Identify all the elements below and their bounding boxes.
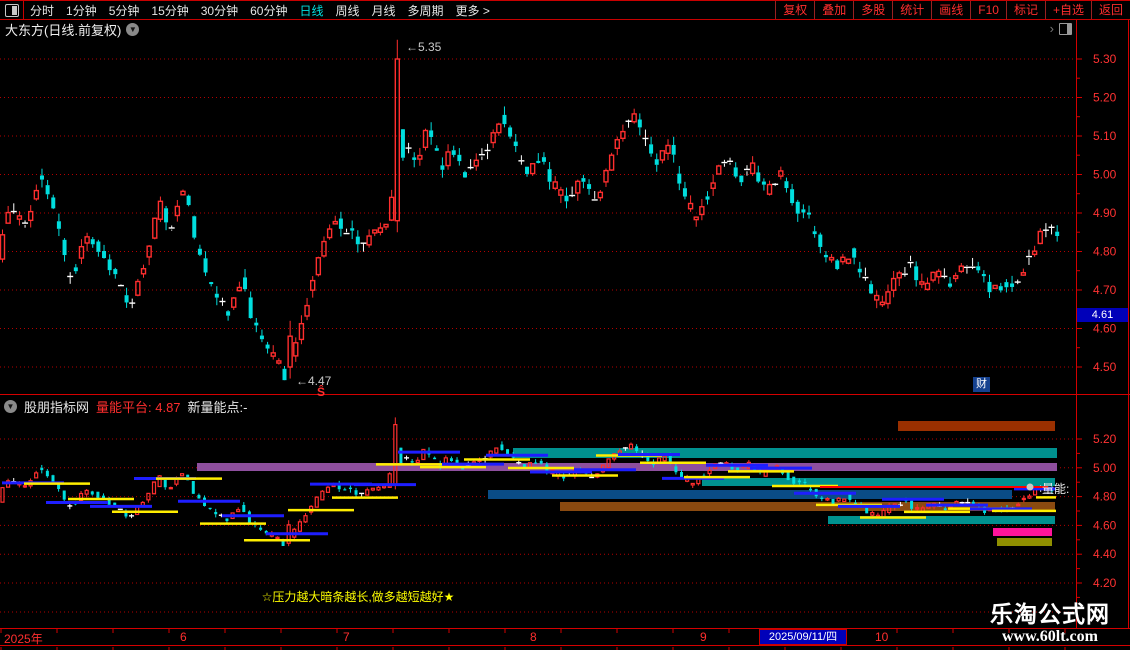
indicator-value-label: 量能平台: 4.87 xyxy=(96,399,181,415)
time-axis[interactable]: 2025年 6 7 8 9 10 2025/09/11/四 xyxy=(0,629,1130,646)
current-price-tag: 4.61 xyxy=(1077,308,1128,322)
window-split-icon xyxy=(4,3,19,17)
month-label: 6 xyxy=(180,630,187,644)
period-tab[interactable]: 15分钟 xyxy=(151,3,189,18)
month-label: 7 xyxy=(343,630,350,644)
svg-text:4.80: 4.80 xyxy=(1093,490,1117,504)
resistance-line xyxy=(820,483,1048,491)
svg-text:4.70: 4.70 xyxy=(1093,283,1117,297)
period-tab[interactable]: 1分钟 xyxy=(66,3,97,18)
indicator-note: ☆压力越大暗条越长,做多越短越好★ xyxy=(261,590,455,604)
chevron-right-icon[interactable]: › xyxy=(1049,21,1054,36)
action-button[interactable]: 复权 xyxy=(783,3,808,17)
step-lines xyxy=(2,450,1056,542)
period-tab[interactable]: 30分钟 xyxy=(200,3,239,18)
period-tab[interactable]: 分时 xyxy=(30,3,55,18)
svg-text:5.10: 5.10 xyxy=(1093,129,1117,143)
svg-text:4.60: 4.60 xyxy=(1093,322,1117,336)
stock-title: 大东方(日线.前复权) xyxy=(5,23,122,38)
top-toolbar: 分时 1分钟 5分钟 15分钟 30分钟 60分钟 日线 周线 月线 多周期 更多 > 复权 叠加 多股… xyxy=(0,0,1130,20)
period-tab[interactable]: 多周期 xyxy=(407,3,444,18)
period-tab[interactable]: 日线 xyxy=(299,3,324,18)
year-label: 2025年 xyxy=(4,632,43,646)
period-tab[interactable]: 周线 xyxy=(335,3,360,18)
svg-text:5.00: 5.00 xyxy=(1093,168,1117,182)
action-button[interactable]: 多股 xyxy=(853,1,892,19)
layout-toggle-button[interactable] xyxy=(0,1,24,19)
indicator-value2-label: 新量能点:- xyxy=(187,399,248,415)
selected-date-badge: 2025/09/11/四 xyxy=(759,629,847,645)
gridlines xyxy=(0,58,1082,613)
month-label: 10 xyxy=(875,630,889,644)
financial-report-badge[interactable]: 财 xyxy=(973,377,990,392)
price-annotations: ←5.35 ←4.47Ŝ xyxy=(296,40,442,399)
platform-bars xyxy=(197,421,1057,546)
period-tab[interactable]: 更多 > xyxy=(455,3,490,18)
watermark-site-name: 乐淘公式网 xyxy=(990,601,1110,627)
watermark-url: www.60lt.com xyxy=(1002,628,1098,645)
window-split-icon-small[interactable] xyxy=(1059,23,1072,35)
period-tab[interactable]: 5分钟 xyxy=(108,3,140,18)
period-tab[interactable]: 月线 xyxy=(371,3,396,18)
action-button[interactable]: 统计 xyxy=(892,1,931,19)
month-label: 9 xyxy=(700,630,707,644)
indicator-header: ▼ 股朋指标网 量能平台: 4.87 新量能点:- xyxy=(0,398,248,415)
svg-text:5.00: 5.00 xyxy=(1093,461,1117,475)
period-menu: 分时 1分钟 5分钟 15分钟 30分钟 60分钟 日线 周线 月线 多周期 更多 > xyxy=(24,2,490,19)
svg-text:←4.47: ←4.47 xyxy=(296,374,332,388)
action-button[interactable]: 叠加 xyxy=(814,1,853,19)
watermark: 乐淘公式网 www.60lt.com xyxy=(980,601,1120,645)
svg-text:4.80: 4.80 xyxy=(1093,245,1117,259)
title-bar: 大东方(日线.前复权) ▼ › xyxy=(0,21,1076,38)
svg-text:5.20: 5.20 xyxy=(1093,432,1117,446)
axis-labels: 5.30 5.20 5.10 5.00 4.90 4.80 4.70 4.60 4.50 5.20… xyxy=(1093,52,1117,590)
action-button[interactable]: +自选 xyxy=(1044,1,1091,19)
month-label: 8 xyxy=(530,630,537,644)
resistance-line-label: 量能: xyxy=(1042,482,1070,494)
action-button[interactable]: 画线 xyxy=(931,1,970,19)
period-tab[interactable]: 60分钟 xyxy=(250,3,288,18)
indicator-source-label: 股朋指标网 xyxy=(24,399,90,415)
svg-text:4.50: 4.50 xyxy=(1093,360,1117,374)
svg-text:4.90: 4.90 xyxy=(1093,206,1117,220)
svg-text:5.30: 5.30 xyxy=(1093,52,1117,66)
action-button[interactable]: 返回 xyxy=(1090,1,1130,19)
chevron-down-icon[interactable]: ▼ xyxy=(126,23,140,36)
action-button[interactable]: 标记 xyxy=(1005,1,1045,19)
svg-text:4.20: 4.20 xyxy=(1093,576,1117,590)
main-candles xyxy=(0,39,1060,381)
action-menu: 复权 叠加 多股 统计 画线 F10 标记 +自选 返回 xyxy=(775,1,1130,19)
indicator-collapse-icon[interactable]: ▼ xyxy=(4,399,17,413)
svg-text:4.40: 4.40 xyxy=(1093,547,1117,561)
svg-text:←5.35: ←5.35 xyxy=(406,40,442,54)
panel-borders xyxy=(0,20,1130,650)
svg-text:Ŝ: Ŝ xyxy=(317,384,325,399)
svg-text:5.20: 5.20 xyxy=(1093,91,1117,105)
action-button[interactable]: F10 xyxy=(970,1,1006,19)
svg-text:4.60: 4.60 xyxy=(1093,518,1117,532)
